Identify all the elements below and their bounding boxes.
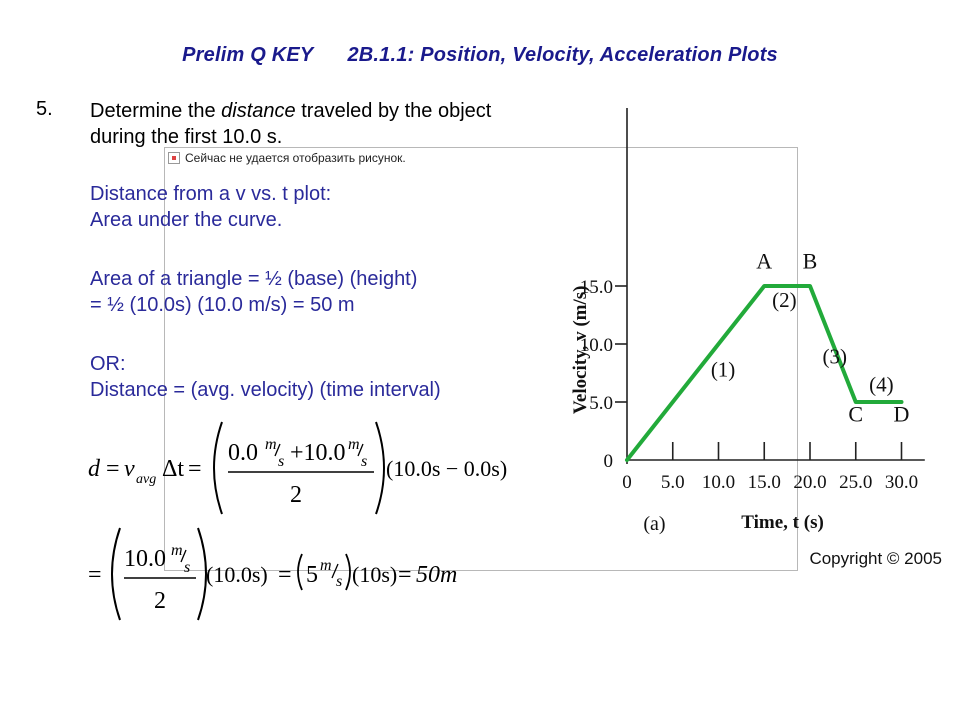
eq1-unit-s-a: s — [278, 453, 284, 470]
copyright-label: Copyright © 2005 — [809, 549, 942, 568]
x-tick-label: 5.0 — [661, 472, 685, 493]
x-tick-label: 25.0 — [839, 472, 872, 493]
eq2-unit-s2: s — [336, 573, 342, 590]
eq2-denominator: 2 — [154, 588, 166, 614]
point-label-a: A — [756, 249, 772, 274]
segment-label-1: (1) — [711, 357, 736, 381]
eq2-unit-m: m — [171, 542, 183, 559]
segment-label-4: (4) — [869, 373, 894, 397]
eq2-paren-right — [197, 527, 207, 621]
eq2-time-1: (10.0s) — [206, 562, 268, 587]
x-tick-label: 0 — [622, 472, 632, 493]
eq1-equals-2: = — [188, 456, 202, 482]
velocity-time-chart: 0 5.0 10.0 15.0 0 5.0 10.0 15.0 20.0 25.0 30.0 A B C… — [570, 108, 942, 568]
answer-line-1: Distance from a v vs. t plot: — [90, 183, 332, 205]
segment-label-3: (3) — [822, 345, 847, 369]
equation-2: = 10.0 m s 2 (10.0s) = 5 m s (10s) = 50m — [88, 527, 457, 621]
eq2-unit-s: s — [184, 559, 190, 576]
eq1-equals: = — [106, 456, 120, 482]
x-tick-label: 10.0 — [702, 472, 735, 493]
point-label-b: B — [803, 249, 818, 274]
y-tick-label: 5.0 — [589, 393, 613, 414]
x-axis-label: Time, t (s) — [741, 512, 824, 533]
y-tick-label: 15.0 — [580, 277, 613, 298]
title-right: 2B.1.1: Position, Velocity, Acceleration… — [347, 44, 778, 66]
eq1-unit-m-a: m — [265, 436, 277, 453]
eq1-unit-m-b: m — [348, 436, 360, 453]
answer-line-6: Distance = (avg. velocity) (time interva… — [90, 379, 441, 401]
panel-label: (a) — [643, 513, 665, 535]
answer-line-3: Area of a triangle = ½ (base) (height) — [90, 268, 418, 290]
y-tick-label: 0 — [604, 451, 614, 472]
eq1-num-b: +10.0 — [290, 440, 346, 466]
x-tick-label: 20.0 — [793, 472, 826, 493]
x-tick-label: 30.0 — [885, 472, 918, 493]
question-text-before: Determine the — [90, 100, 222, 122]
eq2-unit-m2: m — [320, 557, 332, 574]
eq1-paren-right — [375, 421, 385, 515]
broken-image-placeholder: Сейчас не удается отобразить рисунок. — [164, 147, 798, 571]
answer-line-4: = ½ (10.0s) (10.0 m/s) = 50 m — [90, 294, 355, 316]
answer-line-2: Area under the curve. — [90, 209, 283, 231]
question-text-after: traveled by the object during the first … — [90, 100, 492, 148]
eq1-d: d — [88, 456, 101, 482]
y-axis-label: Velocity, v (m/s) — [570, 286, 591, 415]
eq2-paren-left — [111, 527, 121, 621]
eq2-time-2: (10s) — [352, 562, 397, 587]
eq1-delta-t: Δt — [162, 456, 184, 482]
eq1-v: v — [124, 456, 135, 482]
point-label-d: D — [894, 402, 910, 427]
chart-labels: A B C D (1) (2) (3) (4) Velocity, v (m/s) Time, t… — [570, 249, 942, 568]
eq1-paren-left — [213, 421, 223, 515]
y-tick-label: 10.0 — [580, 335, 613, 356]
eq1-time: (10.0s − 0.0s) — [386, 456, 507, 481]
answer-line-5: OR: — [90, 353, 126, 375]
velocity-series-line — [625, 284, 904, 462]
eq1-sub: avg — [136, 472, 156, 487]
eq1-unit-s-b: s — [361, 453, 367, 470]
slide-title: Prelim Q KEY 2B.1.1: Position, Velocity, … — [0, 44, 960, 67]
eq1-num-a: 0.0 — [228, 440, 258, 466]
eq2-equals-3: = — [398, 562, 412, 588]
question-number: 5. — [36, 98, 53, 120]
eq2-equals-2: = — [278, 562, 292, 588]
eq2-five: 5 — [306, 562, 318, 588]
question-text: Determine the distance traveled by the o… — [90, 98, 520, 150]
question-emphasis: distance — [221, 100, 296, 122]
chart-series — [625, 284, 904, 462]
segment-label-2: (2) — [772, 288, 797, 312]
x-tick-label: 15.0 — [748, 472, 781, 493]
broken-image-label: Сейчас не удается отобразить рисунок. — [185, 151, 406, 165]
title-left: Prelim Q KEY — [182, 44, 314, 66]
eq2-result: 50m — [416, 562, 457, 588]
eq1-denominator: 2 — [290, 482, 302, 508]
broken-image-icon — [168, 152, 180, 164]
chart-ticks: 0 5.0 10.0 15.0 0 5.0 10.0 15.0 20.0 25.0 30.0 — [580, 277, 918, 493]
point-label-c: C — [848, 402, 863, 427]
eq2-equals: = — [88, 562, 102, 588]
equation-1: d = v avg Δt = 0.0 m s +10.0 m s 2 (10.0… — [88, 421, 507, 515]
eq2-numerator: 10.0 — [124, 546, 166, 572]
